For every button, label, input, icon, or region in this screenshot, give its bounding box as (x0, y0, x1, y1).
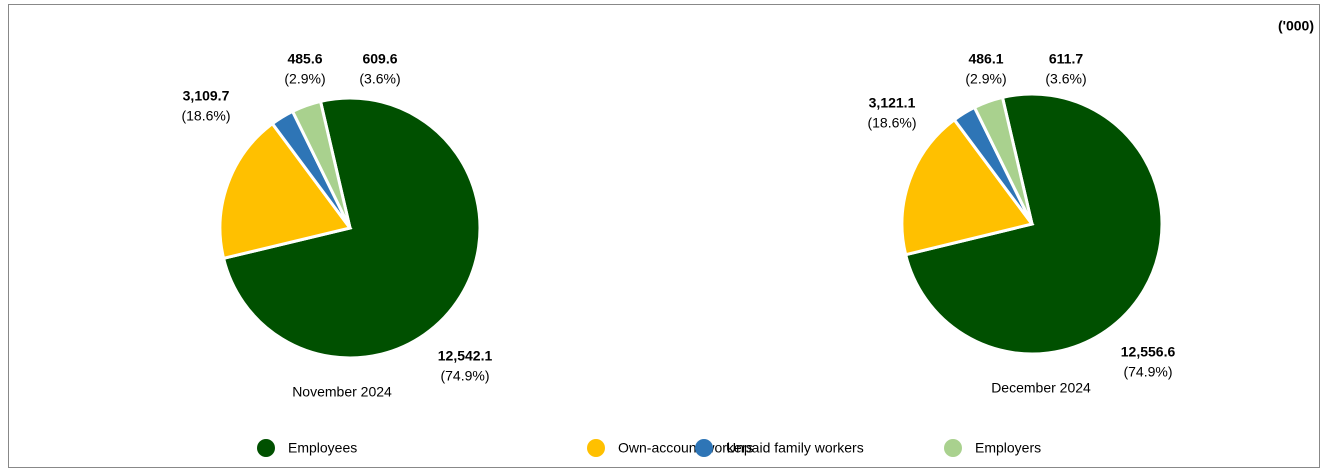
legend-swatch (695, 439, 713, 457)
legend-label: Unpaid family workers (726, 440, 864, 456)
percent-label: (74.9%) (440, 368, 489, 384)
value-label: 3,109.7 (183, 88, 230, 104)
value-label: 3,121.1 (869, 95, 916, 111)
chart-title: November 2024 (292, 384, 392, 400)
pie-slice (900, 117, 1035, 257)
percent-label: (2.9%) (965, 71, 1006, 87)
percent-label: (3.6%) (359, 71, 400, 87)
legend-swatch (587, 439, 605, 457)
pie-slice (218, 121, 353, 261)
percent-label: (3.6%) (1045, 71, 1086, 87)
value-label: 609.6 (362, 51, 397, 67)
value-label: 485.6 (287, 51, 322, 67)
percent-label: (18.6%) (867, 115, 916, 131)
legend-label: Employers (975, 440, 1041, 456)
pie-slice (972, 95, 1034, 225)
legend-label: Own-account workers (618, 440, 753, 456)
unit-label: ('000) (1278, 18, 1314, 34)
value-label: 611.7 (1049, 51, 1083, 67)
percent-label: (74.9%) (1123, 364, 1172, 380)
value-label: 12,556.6 (1121, 344, 1176, 360)
chart-title: December 2024 (991, 380, 1091, 396)
legend-label: Employees (288, 440, 357, 456)
percent-label: (2.9%) (284, 71, 325, 87)
percent-label: (18.6%) (181, 108, 230, 124)
legend-swatch (944, 439, 962, 457)
value-label: 12,542.1 (438, 348, 493, 364)
pie-slice (290, 99, 352, 229)
value-label: 486.1 (968, 51, 1003, 67)
legend-swatch (257, 439, 275, 457)
